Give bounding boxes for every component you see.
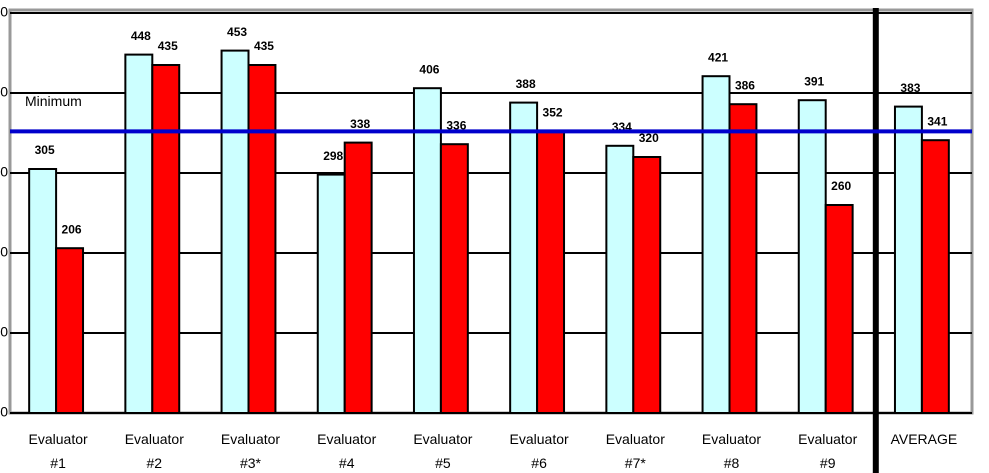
bar xyxy=(55,247,85,414)
x-tick-label: Evaluator #7* xyxy=(606,431,665,471)
bar xyxy=(412,87,442,414)
y-tick-label: 0 xyxy=(0,404,8,420)
bar xyxy=(220,49,250,414)
value-label: 421 xyxy=(708,50,728,64)
bar xyxy=(701,75,731,414)
value-label: 406 xyxy=(419,62,439,76)
bar xyxy=(247,64,277,414)
y-tick-label: 100 xyxy=(0,324,8,340)
bar xyxy=(824,204,854,414)
bar xyxy=(124,53,154,414)
x-tick-label: Evaluator #5 xyxy=(413,431,472,471)
x-tick-label: Evaluator #8 xyxy=(702,431,761,471)
bar xyxy=(316,173,346,414)
y-tick-label: 500 xyxy=(0,4,8,20)
bar xyxy=(797,99,827,414)
x-tick-label: Evaluator #9 xyxy=(798,431,857,471)
bar xyxy=(439,143,469,414)
bar xyxy=(893,105,923,414)
y-tick-label: 300 xyxy=(0,164,8,180)
y-tick-label: 200 xyxy=(0,244,8,260)
value-label: 435 xyxy=(158,39,178,53)
bar xyxy=(632,156,662,414)
bar xyxy=(920,139,950,414)
value-label: 305 xyxy=(35,143,55,157)
value-label: 435 xyxy=(254,39,274,53)
value-label: 386 xyxy=(735,78,755,92)
x-tick-label: Evaluator #2 xyxy=(125,431,184,471)
value-label: 206 xyxy=(62,222,82,236)
value-label: 391 xyxy=(804,74,824,88)
bar xyxy=(151,64,181,414)
x-tick-label: Evaluator #1 xyxy=(29,431,88,471)
x-tick-label: AVERAGE xyxy=(891,431,958,447)
value-label: 448 xyxy=(131,29,151,43)
bar xyxy=(28,168,58,414)
value-label: 352 xyxy=(543,106,563,120)
y-tick-label: 400 xyxy=(0,84,8,100)
value-label: 320 xyxy=(639,131,659,145)
value-label: 388 xyxy=(516,77,536,91)
value-label: 383 xyxy=(900,81,920,95)
bar xyxy=(509,101,539,414)
reference-label: Minimum xyxy=(25,93,82,109)
value-label: 341 xyxy=(927,114,947,128)
bar xyxy=(536,130,566,414)
value-label: 336 xyxy=(446,118,466,132)
value-label: 298 xyxy=(323,149,343,163)
bar xyxy=(728,103,758,414)
x-tick-label: Evaluator #4 xyxy=(317,431,376,471)
bar xyxy=(343,141,373,414)
value-label: 338 xyxy=(350,117,370,131)
x-tick-label: Evaluator #3* xyxy=(221,431,280,471)
bar xyxy=(605,144,635,415)
x-tick-label: Evaluator #6 xyxy=(510,431,569,471)
value-label: 260 xyxy=(831,179,851,193)
value-label: 453 xyxy=(227,25,247,39)
